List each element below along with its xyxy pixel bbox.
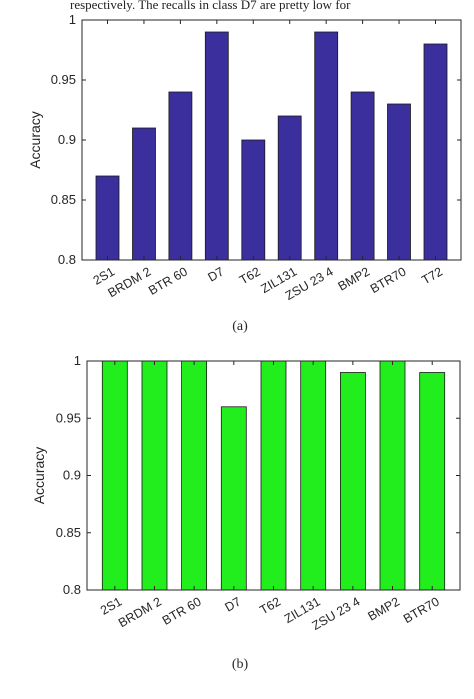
bar-b-1 xyxy=(141,360,168,591)
bar-b-3 xyxy=(220,406,247,591)
bar-b-8 xyxy=(419,372,446,591)
ylabel-a: Accuracy xyxy=(27,111,43,169)
caption-b: (b) xyxy=(232,657,249,672)
bar-a-7 xyxy=(350,91,375,261)
xtick-label-b-8: BTR70 xyxy=(401,594,442,626)
xtick-label-a-9: T72 xyxy=(419,264,445,287)
bar-a-3 xyxy=(204,31,229,261)
caption-a: (a) xyxy=(232,319,248,334)
ytick-label-a-4: 1 xyxy=(69,12,76,27)
ytick-label-b-0: 0.8 xyxy=(63,582,81,597)
bar-a-8 xyxy=(387,103,411,261)
bar-b-6 xyxy=(339,372,366,591)
xtick-label-b-7: BMP2 xyxy=(366,594,403,623)
bar-a-4 xyxy=(241,139,266,261)
ytick-label-a-1: 0.85 xyxy=(51,192,76,207)
ytick-label-b-4: 1 xyxy=(74,353,81,368)
bar-a-5 xyxy=(277,115,302,261)
ytick-label-b-1: 0.85 xyxy=(56,525,81,540)
xtick-label-b-2: BTR 60 xyxy=(160,594,204,627)
xtick-label-a-8: BTR70 xyxy=(368,264,409,296)
header-text: respectively. The recalls in class D7 ar… xyxy=(70,0,351,12)
xtick-label-a-7: BMP2 xyxy=(336,264,373,293)
xtick-label-b-3: D7 xyxy=(222,594,243,614)
bar-b-2 xyxy=(181,360,208,591)
ytick-label-b-3: 0.95 xyxy=(56,410,81,425)
bar-b-0 xyxy=(101,360,128,591)
bar-a-1 xyxy=(132,127,156,261)
xtick-label-b-1: BRDM 2 xyxy=(116,594,164,630)
ylabel-b: Accuracy xyxy=(31,447,47,505)
bar-a-9 xyxy=(423,43,448,261)
ytick-label-a-2: 0.9 xyxy=(58,132,76,147)
xtick-label-a-2: BTR 60 xyxy=(146,264,190,297)
xtick-label-a-3: D7 xyxy=(205,264,226,284)
ytick-label-a-0: 0.8 xyxy=(58,252,76,267)
ytick-label-b-2: 0.9 xyxy=(63,468,81,483)
ytick-label-a-3: 0.95 xyxy=(51,72,76,87)
bar-b-4 xyxy=(260,360,287,591)
bar-a-0 xyxy=(95,175,120,261)
xtick-label-b-4: T62 xyxy=(257,594,283,617)
bar-a-6 xyxy=(314,31,339,261)
bar-a-2 xyxy=(168,91,193,261)
xtick-label-b-0: 2S1 xyxy=(98,594,124,617)
bar-b-5 xyxy=(300,360,327,591)
bar-b-7 xyxy=(379,360,406,591)
